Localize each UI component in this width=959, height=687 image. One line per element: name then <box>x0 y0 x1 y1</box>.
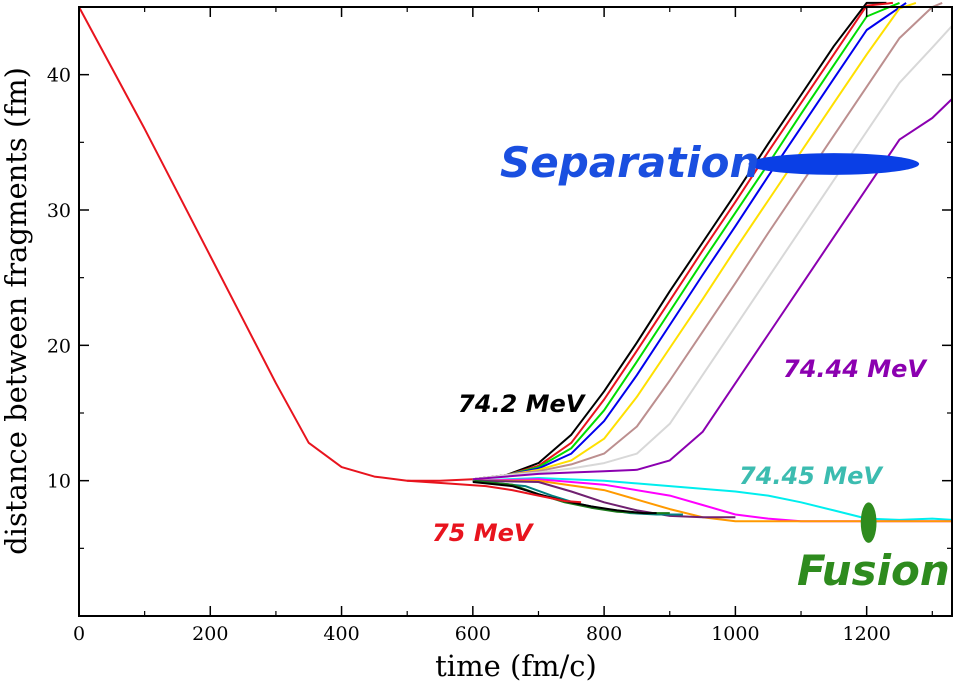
label-fusion: Fusion <box>797 546 950 595</box>
x-tick-label: 1000 <box>711 623 759 645</box>
y-tick-label: 10 <box>47 471 71 493</box>
x-tick-label: 800 <box>586 623 622 645</box>
series-separation-black <box>472 1 887 481</box>
y-tick-label: 20 <box>47 335 71 357</box>
series-fusion-orange <box>472 479 952 523</box>
x-tick-label: 600 <box>455 623 491 645</box>
x-tick-label: 1200 <box>842 623 890 645</box>
label-74-44: 74.44 MeV <box>783 355 928 383</box>
label-separation: Separation <box>500 138 759 187</box>
y-axis-title: distance between fragments (fm) <box>0 67 33 555</box>
fusion-ellipse <box>860 502 877 543</box>
series-separation-brown <box>472 1 943 481</box>
x-tick-label: 0 <box>73 623 85 645</box>
series-lines <box>78 1 953 523</box>
series-separation-yellow <box>472 1 917 481</box>
series-fusion-red <box>407 479 582 504</box>
y-tick-label: 40 <box>47 65 71 87</box>
x-axis-title: time (fm/c) <box>435 649 597 683</box>
separation-ellipse <box>748 153 920 175</box>
series-fusion-black <box>472 481 657 515</box>
series-fusion-darkpurple <box>472 479 736 519</box>
series-separation-blue <box>472 2 907 481</box>
y-tick-label: 30 <box>47 200 71 222</box>
x-tick-label: 200 <box>192 623 228 645</box>
label-74-45: 74.45 MeV <box>739 462 884 490</box>
series-separation-lightgray <box>472 25 953 481</box>
outcome-markers <box>748 153 920 543</box>
label-75: 75 MeV <box>432 519 535 547</box>
label-74-2: 74.2 MeV <box>458 390 587 418</box>
plot-frame <box>78 6 953 617</box>
series-separation-red <box>472 1 894 481</box>
x-tick-label: 400 <box>323 623 359 645</box>
series-separation-green <box>472 1 900 481</box>
approach-trajectory <box>78 6 473 482</box>
series-fusion-cyan <box>472 477 953 521</box>
axis-ticks: 0 200 400 600 800 1000 1200 10 20 30 40 <box>47 7 952 645</box>
